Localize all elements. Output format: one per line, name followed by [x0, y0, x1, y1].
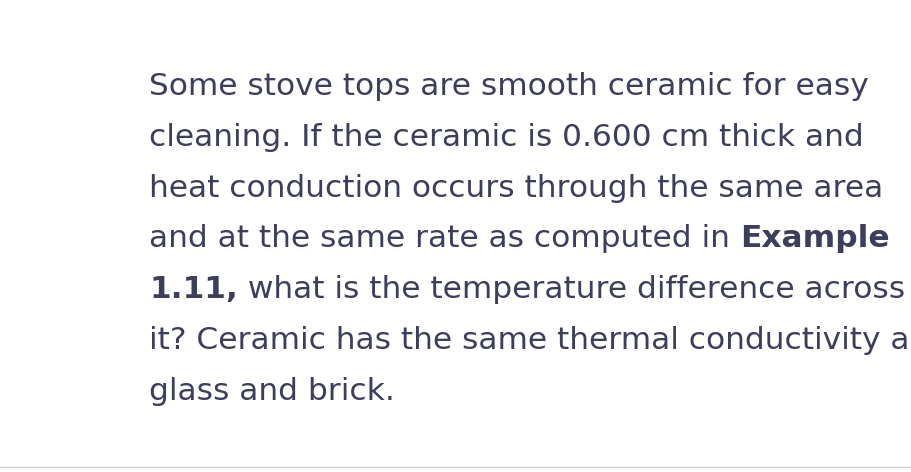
Text: 1.11,: 1.11, [149, 275, 238, 304]
Text: cleaning. If the ceramic is 0.600 cm thick and: cleaning. If the ceramic is 0.600 cm thi… [149, 123, 864, 152]
Text: Example: Example [740, 225, 889, 253]
Text: glass and brick.: glass and brick. [149, 377, 395, 406]
Text: and at the same rate as computed in: and at the same rate as computed in [149, 225, 740, 253]
Text: heat conduction occurs through the same area: heat conduction occurs through the same … [149, 174, 884, 202]
Text: what is the temperature difference across: what is the temperature difference acros… [238, 275, 906, 304]
Text: Some stove tops are smooth ceramic for easy: Some stove tops are smooth ceramic for e… [149, 72, 869, 101]
Text: it? Ceramic has the same thermal conductivity as: it? Ceramic has the same thermal conduct… [149, 326, 911, 355]
